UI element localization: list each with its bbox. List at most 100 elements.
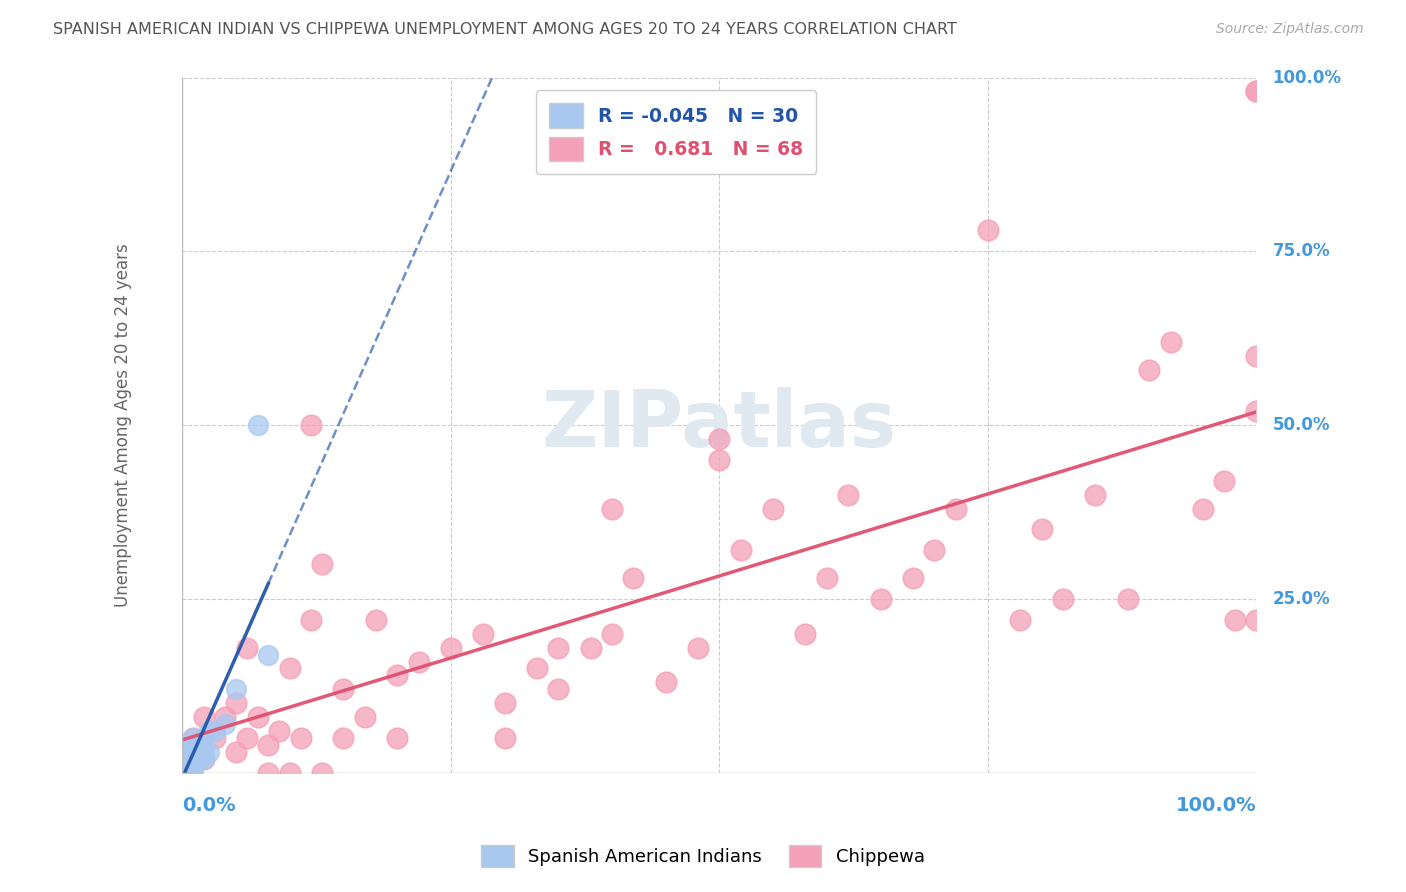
Point <box>172 752 194 766</box>
Point <box>177 759 200 773</box>
Text: Unemployment Among Ages 20 to 24 years: Unemployment Among Ages 20 to 24 years <box>114 244 132 607</box>
Point <box>1191 501 1213 516</box>
Point <box>172 752 194 766</box>
Point <box>204 731 226 745</box>
Point <box>332 682 354 697</box>
Point <box>246 418 269 433</box>
Point <box>177 765 200 780</box>
Text: 75.0%: 75.0% <box>1272 243 1330 260</box>
Point <box>193 752 215 766</box>
Point <box>1160 334 1182 349</box>
Point <box>1246 613 1268 627</box>
Point <box>257 738 280 752</box>
Point <box>257 648 280 662</box>
Point <box>869 591 891 606</box>
Point <box>225 745 247 759</box>
Point <box>1223 613 1246 627</box>
Point <box>214 717 236 731</box>
Point <box>181 731 204 745</box>
Point <box>299 418 322 433</box>
Point <box>1213 474 1236 488</box>
Point <box>364 613 387 627</box>
Point <box>172 745 194 759</box>
Point <box>181 752 204 766</box>
Point <box>385 668 408 682</box>
Point <box>193 710 215 724</box>
Point <box>187 752 209 766</box>
Point <box>709 453 731 467</box>
Point <box>172 759 194 773</box>
Point <box>408 655 430 669</box>
Point <box>440 640 463 655</box>
Legend: Spanish American Indians, Chippewa: Spanish American Indians, Chippewa <box>472 836 934 876</box>
Point <box>187 738 209 752</box>
Point <box>172 765 194 780</box>
Point <box>172 738 194 752</box>
Point <box>214 710 236 724</box>
Point <box>278 765 301 780</box>
Point <box>547 682 569 697</box>
Point <box>193 745 215 759</box>
Text: 100.0%: 100.0% <box>1175 796 1257 815</box>
Point <box>290 731 312 745</box>
Point <box>267 724 290 739</box>
Point <box>193 731 215 745</box>
Point <box>579 640 602 655</box>
Point <box>354 710 377 724</box>
Point <box>172 745 194 759</box>
Point <box>600 501 623 516</box>
Point <box>762 501 785 516</box>
Point <box>278 661 301 675</box>
Point <box>1137 362 1160 376</box>
Point <box>1246 349 1268 363</box>
Point <box>172 765 194 780</box>
Point <box>198 745 221 759</box>
Point <box>1116 591 1139 606</box>
Point <box>225 682 247 697</box>
Point <box>686 640 709 655</box>
Point <box>526 661 548 675</box>
Point <box>385 731 408 745</box>
Point <box>177 752 200 766</box>
Point <box>236 731 259 745</box>
Point <box>172 765 194 780</box>
Point <box>311 765 333 780</box>
Text: Source: ZipAtlas.com: Source: ZipAtlas.com <box>1216 22 1364 37</box>
Point <box>709 432 731 446</box>
Text: 0.0%: 0.0% <box>183 796 236 815</box>
Point <box>257 765 280 780</box>
Point <box>623 571 645 585</box>
Text: ZIPatlas: ZIPatlas <box>541 387 897 463</box>
Point <box>945 501 967 516</box>
Point <box>1246 84 1268 98</box>
Point <box>730 543 752 558</box>
Point <box>1246 404 1268 418</box>
Point <box>600 626 623 640</box>
Point <box>922 543 945 558</box>
Point <box>1031 523 1053 537</box>
Point <box>494 731 516 745</box>
Point <box>181 759 204 773</box>
Point <box>1010 613 1032 627</box>
Text: 50.0%: 50.0% <box>1272 417 1330 434</box>
Point <box>181 731 204 745</box>
Point <box>472 626 495 640</box>
Point <box>246 710 269 724</box>
Point <box>181 745 204 759</box>
Point <box>204 724 226 739</box>
Point <box>311 558 333 572</box>
Point <box>299 613 322 627</box>
Point <box>494 696 516 710</box>
Point <box>794 626 817 640</box>
Point <box>172 765 194 780</box>
Text: 100.0%: 100.0% <box>1272 69 1341 87</box>
Text: SPANISH AMERICAN INDIAN VS CHIPPEWA UNEMPLOYMENT AMONG AGES 20 TO 24 YEARS CORRE: SPANISH AMERICAN INDIAN VS CHIPPEWA UNEM… <box>53 22 957 37</box>
Point <box>1052 591 1074 606</box>
Point <box>547 640 569 655</box>
Point <box>198 724 221 739</box>
Point <box>225 696 247 710</box>
Point <box>901 571 924 585</box>
Point <box>332 731 354 745</box>
Point <box>1084 488 1107 502</box>
Point <box>837 488 859 502</box>
